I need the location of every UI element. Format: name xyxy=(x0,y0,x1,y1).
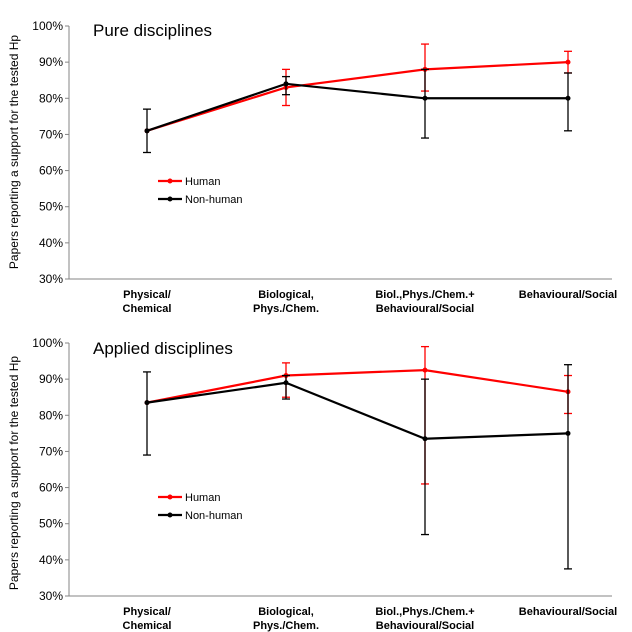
y-tick-label: 100% xyxy=(32,19,63,33)
y-tick-label: 40% xyxy=(39,553,63,567)
y-tick-label: 70% xyxy=(39,127,63,141)
legend-marker xyxy=(167,178,173,184)
data-point xyxy=(283,380,289,386)
data-point xyxy=(422,95,428,101)
y-tick-label: 40% xyxy=(39,236,63,250)
panel-title: Pure disciplines xyxy=(93,21,212,40)
y-tick-label: 90% xyxy=(39,372,63,386)
chart-panel-1: 30% 40% 50% 60% 70% 80% 90% 100% Physical/Chemic… xyxy=(32,19,617,315)
legend-marker xyxy=(167,494,173,500)
x-tick-label: Biol.,Phys./Chem.+ Behavioural/Social xyxy=(375,606,474,632)
data-point xyxy=(144,400,150,406)
y-tick-label: 50% xyxy=(39,517,63,531)
x-tick-label: Behavioural/Social xyxy=(519,606,617,618)
y-tick-label: 80% xyxy=(39,408,63,422)
data-point xyxy=(565,59,571,65)
series-line xyxy=(146,369,569,404)
legend-label: Non-human xyxy=(185,510,242,522)
series-human xyxy=(144,43,572,134)
panel-title: Applied disciplines xyxy=(93,339,233,358)
data-point xyxy=(283,81,289,87)
chart-panel-2: 30% 40% 50% 60% 70% 80% 90% 100% Physical/Chemic… xyxy=(32,336,617,632)
y-tick-label: 100% xyxy=(32,336,63,350)
data-point xyxy=(422,436,428,442)
y-tick-label: 50% xyxy=(39,200,63,214)
x-tick-label: Biological, Phys./Chem. xyxy=(253,606,319,632)
x-tick-label: Behavioural/Social xyxy=(519,289,617,301)
y-tick-label: 30% xyxy=(39,272,63,286)
y-tick-label: 70% xyxy=(39,444,63,458)
y-tick-label: 90% xyxy=(39,55,63,69)
series-line xyxy=(146,61,569,132)
series-line xyxy=(146,381,569,440)
legend-marker xyxy=(167,196,173,202)
series-non-human xyxy=(143,364,572,570)
data-point xyxy=(565,95,571,101)
y-tick-label: 30% xyxy=(39,589,63,603)
series-line xyxy=(146,82,568,132)
legend-label: Non-human xyxy=(185,194,242,206)
legend-label: Human xyxy=(185,492,220,504)
y-tick-label: 60% xyxy=(39,164,63,178)
series-non-human xyxy=(143,68,572,154)
y-tick-label: 60% xyxy=(39,481,63,495)
series-human xyxy=(144,345,572,485)
legend-label: Human xyxy=(185,176,220,188)
x-tick-label: Physical/Chemical xyxy=(123,606,172,632)
data-point xyxy=(565,430,571,436)
data-point xyxy=(422,367,428,373)
x-tick-label: Biol.,Phys./Chem.+ Behavioural/Social xyxy=(375,289,474,315)
data-point xyxy=(144,128,150,134)
y-tick-label: 80% xyxy=(39,91,63,105)
x-tick-label: Biological, Phys./Chem. xyxy=(253,289,319,315)
x-tick-label: Physical/Chemical xyxy=(123,289,172,315)
legend-marker xyxy=(167,512,173,518)
